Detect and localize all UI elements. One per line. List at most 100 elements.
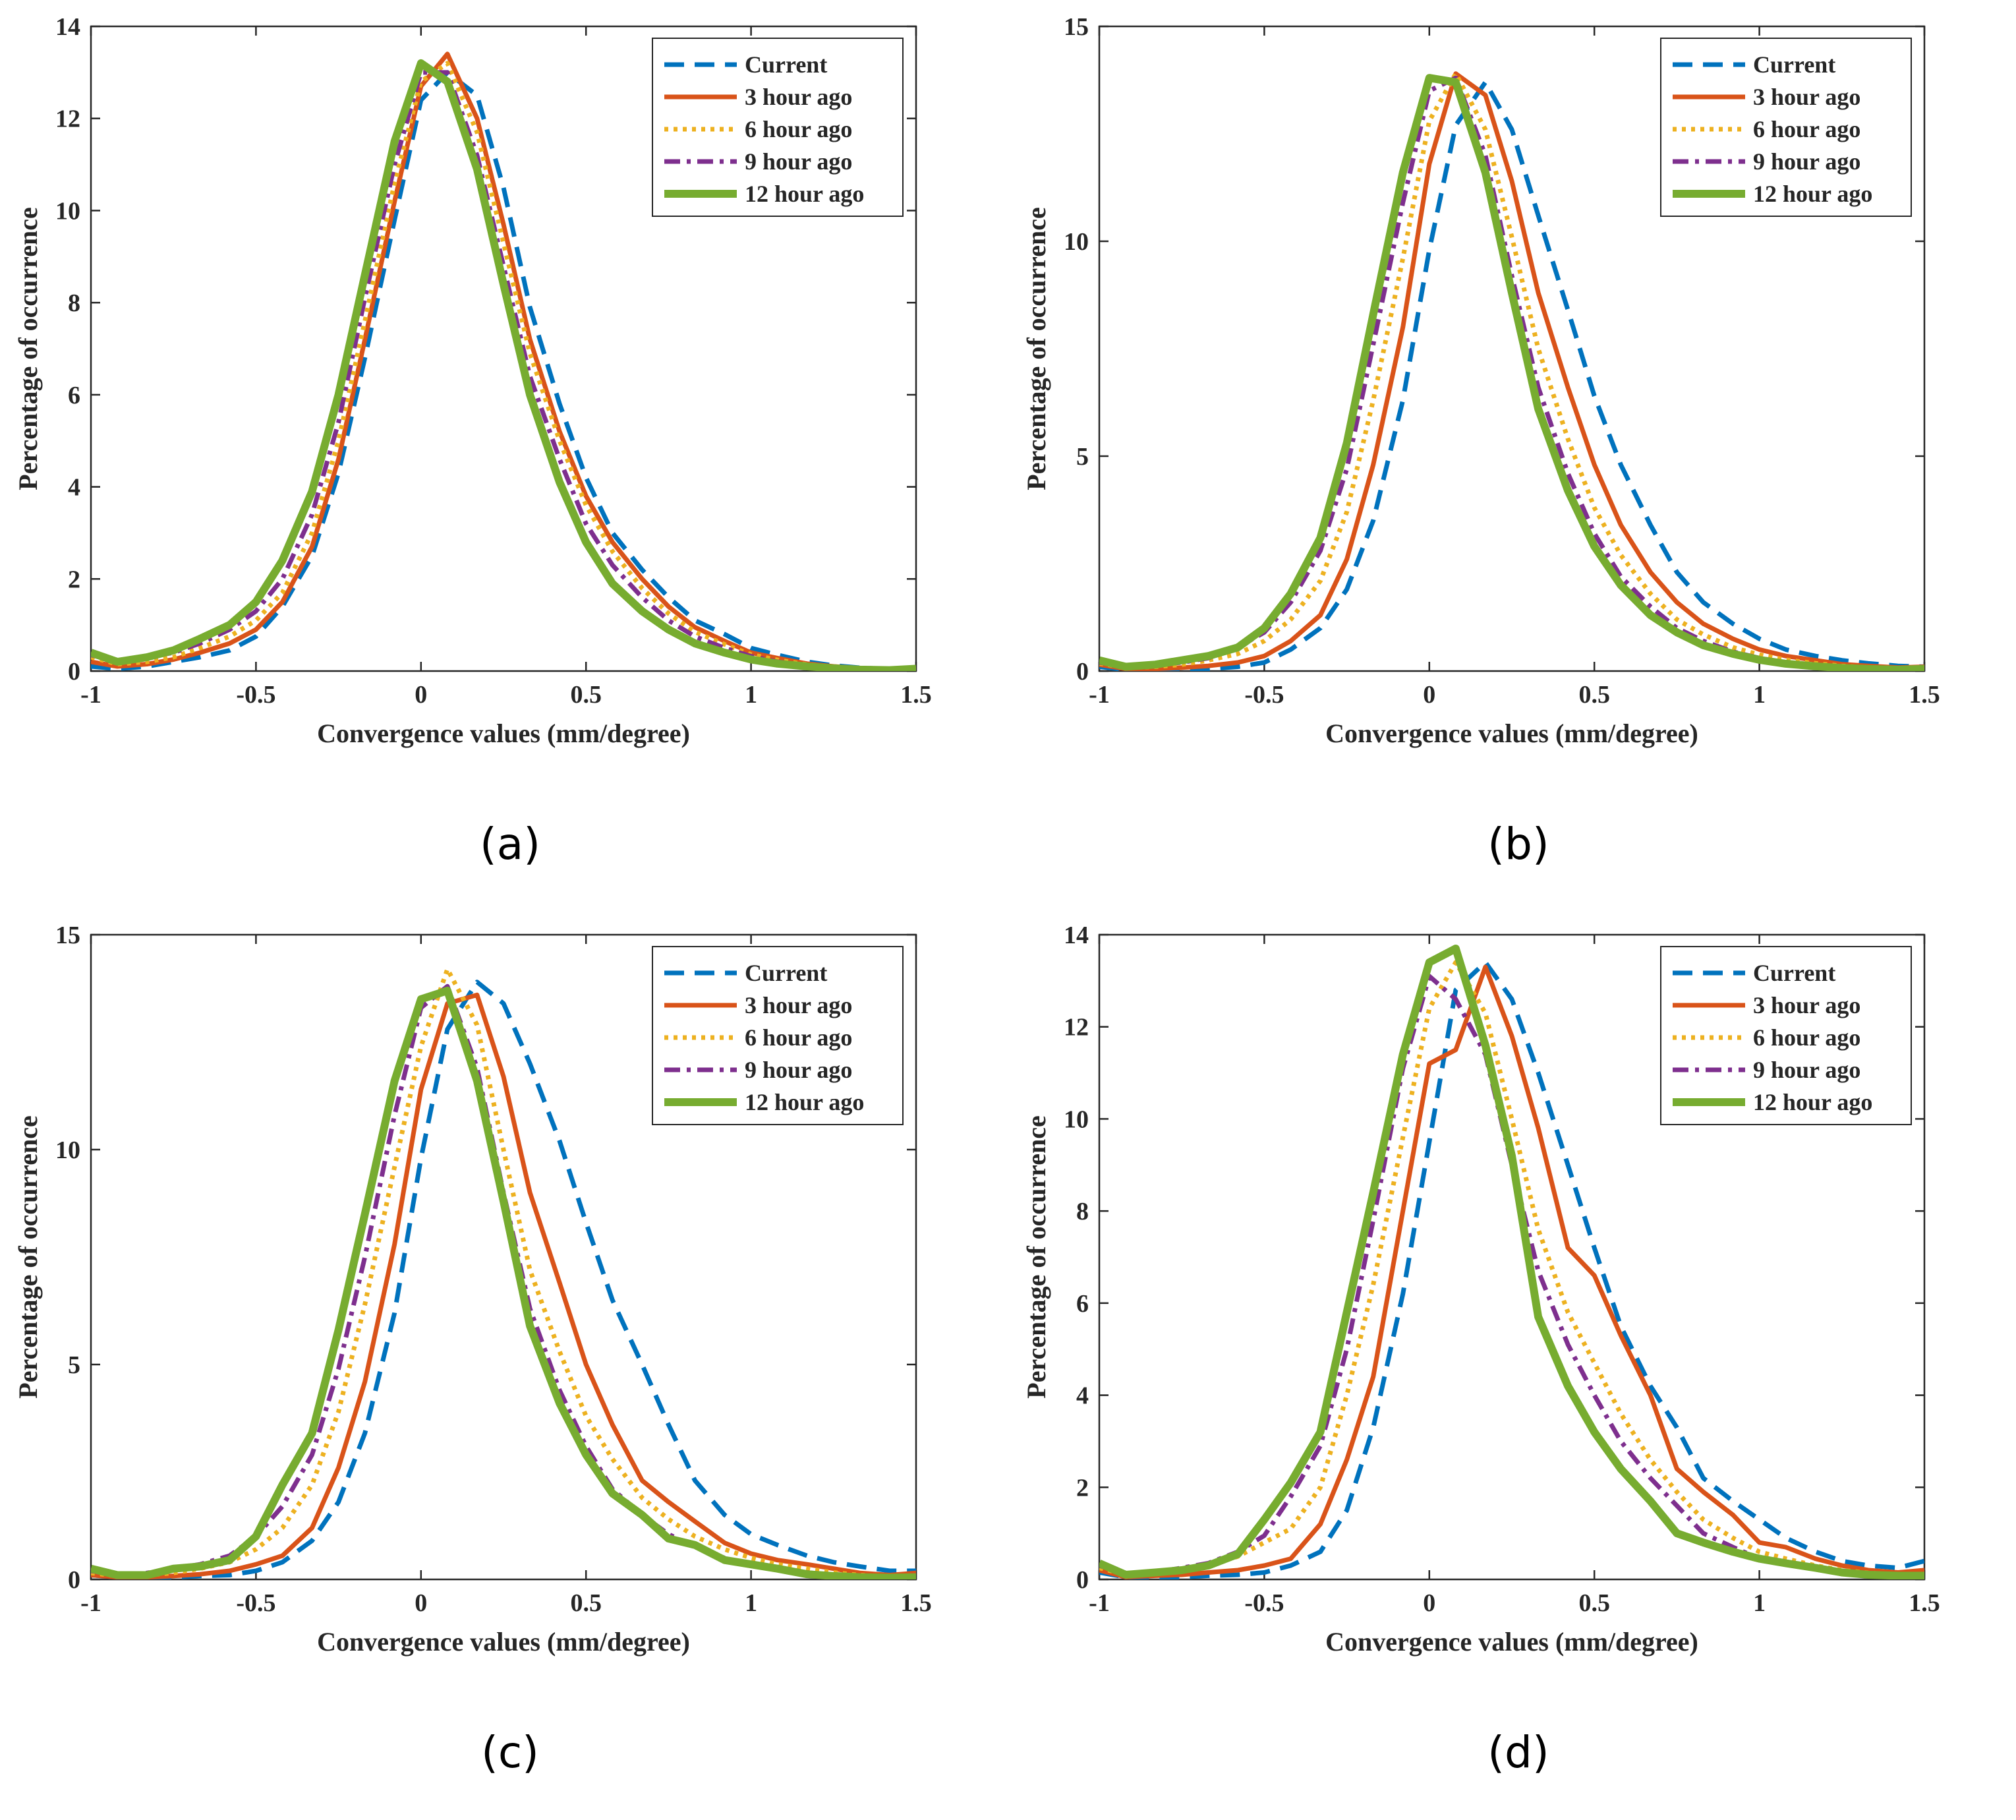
series-line-12-hour-ago (1099, 74, 1924, 671)
x-tick-label: 1 (745, 681, 757, 709)
series-line-3-hour-ago (91, 992, 916, 1579)
legend-label: 6 hour ago (1753, 1024, 1860, 1051)
panel-caption: (c) (481, 1727, 539, 1778)
legend-label: 12 hour ago (1753, 1089, 1872, 1115)
legend-label: Current (1753, 960, 1835, 986)
y-tick-label: 12 (55, 105, 80, 133)
series-group-a (91, 51, 916, 671)
x-tick-label: -0.5 (1244, 1589, 1284, 1617)
x-axis-label: Convergence values (mm/degree) (317, 719, 690, 748)
x-tick-label: -0.5 (1244, 681, 1284, 709)
y-tick-label: 2 (1076, 1474, 1089, 1502)
series-line-3-hour-ago (1099, 964, 1924, 1579)
legend-label: Current (745, 51, 827, 78)
x-tick-label: -0.5 (236, 681, 275, 709)
series-line-12-hour-ago (1099, 945, 1924, 1579)
series-line-12-hour-ago (91, 986, 916, 1579)
y-tick-label: 10 (55, 1136, 80, 1164)
y-tick-label: 8 (68, 289, 80, 317)
legend-label: 6 hour ago (745, 1024, 852, 1051)
y-tick-label: 0 (1076, 1566, 1089, 1594)
chart-panel-b: -1 -0.5 0 0.5 1 1.5 0 5 10 15 Convergence values (… (1008, 0, 2016, 908)
x-tick-label: 1.5 (900, 681, 932, 709)
legend-label: 6 hour ago (745, 116, 852, 142)
x-tick-label: 1 (1753, 681, 1766, 709)
x-tick-label: 0.5 (570, 681, 602, 709)
x-tick-label: 0 (1423, 1589, 1435, 1617)
x-tick-label: -1 (80, 681, 101, 709)
x-tick-label: 0 (1423, 681, 1435, 709)
series-line-current (1099, 960, 1924, 1579)
y-tick-label: 6 (1076, 1290, 1089, 1318)
y-axis-label: Percentage of occurrence (1022, 207, 1051, 490)
y-tick-label: 10 (1064, 228, 1089, 256)
chart-d-svg: -1 -0.5 0 0.5 1 1.5 0 2 4 6 8 10 12 14 Convergence val… (1022, 922, 1940, 1778)
legend-label: 9 hour ago (745, 148, 852, 175)
y-tick-label: 15 (1064, 13, 1089, 41)
y-tick-label: 5 (68, 1351, 80, 1379)
legend-label: Current (745, 960, 827, 986)
y-tick-label: 4 (68, 474, 80, 502)
legend-label: 9 hour ago (1753, 148, 1860, 175)
chart-panel-c: -1 -0.5 0 0.5 1 1.5 0 5 10 15 Convergence values (… (0, 908, 1008, 1817)
y-tick-label: 14 (1064, 922, 1089, 949)
series-line-6-hour-ago (1099, 71, 1924, 671)
series-group-c (91, 966, 916, 1579)
x-axis-label: Convergence values (mm/degree) (1325, 719, 1698, 748)
chart-b-svg: -1 -0.5 0 0.5 1 1.5 0 5 10 15 Convergence values (… (1022, 13, 1940, 869)
y-tick-label: 12 (1064, 1014, 1089, 1042)
x-tick-label: 1 (1753, 1589, 1766, 1617)
legend-label: 3 hour ago (745, 84, 852, 110)
legend-label: 3 hour ago (1753, 84, 1860, 110)
legend-label: 12 hour ago (1753, 181, 1872, 207)
x-tick-label: -1 (1089, 1589, 1110, 1617)
x-tick-label: 1.5 (1909, 681, 1940, 709)
y-tick-label: 10 (1064, 1105, 1089, 1133)
chart-c-svg: -1 -0.5 0 0.5 1 1.5 0 5 10 15 Convergence values (… (13, 922, 932, 1778)
x-tick-label: 0.5 (1578, 1589, 1610, 1617)
y-tick-label: 15 (55, 922, 80, 949)
series-line-12-hour-ago (91, 59, 916, 671)
legend-label: 12 hour ago (745, 1089, 864, 1115)
panel-caption: (b) (1487, 819, 1549, 869)
chart-panel-a: -1 -0.5 0 0.5 1 1.5 0 2 4 6 8 10 12 14 Convergence val… (0, 0, 1008, 908)
y-tick-label: 8 (1076, 1198, 1089, 1225)
legend-label: 9 hour ago (745, 1057, 852, 1083)
legend-label: 12 hour ago (745, 181, 864, 207)
legend-label: 3 hour ago (1753, 992, 1860, 1018)
chart-a-svg: -1 -0.5 0 0.5 1 1.5 0 2 4 6 8 10 12 14 Convergence val… (13, 13, 932, 869)
x-tick-label: 0 (415, 1589, 427, 1617)
y-tick-label: 4 (1076, 1382, 1089, 1410)
panel-caption: (a) (480, 819, 540, 869)
y-tick-label: 6 (68, 382, 80, 409)
y-tick-label: 0 (68, 1566, 80, 1594)
y-axis-label: Percentage of occurrence (13, 1115, 43, 1398)
y-tick-label: 0 (68, 658, 80, 686)
x-tick-label: 0.5 (1578, 681, 1610, 709)
series-line-current (1099, 80, 1924, 671)
y-tick-label: 2 (68, 566, 80, 593)
y-axis-label: Percentage of occurrence (13, 207, 43, 490)
y-axis-label: Percentage of occurrence (1022, 1115, 1051, 1398)
series-line-current (91, 70, 916, 671)
panel-caption: (d) (1487, 1727, 1549, 1778)
legend-label: Current (1753, 51, 1835, 78)
x-axis-label: Convergence values (mm/degree) (1325, 1627, 1698, 1657)
x-tick-label: 1.5 (1909, 1589, 1940, 1617)
x-axis-label: Convergence values (mm/degree) (317, 1627, 690, 1657)
series-line-current (91, 980, 916, 1579)
x-tick-label: 0.5 (570, 1589, 602, 1617)
series-group-d (1099, 945, 1924, 1579)
x-tick-label: 1.5 (900, 1589, 932, 1617)
x-tick-label: -1 (1089, 681, 1110, 709)
y-tick-label: 5 (1076, 443, 1089, 471)
x-tick-label: -1 (80, 1589, 101, 1617)
legend-label: 6 hour ago (1753, 116, 1860, 142)
x-tick-label: 1 (745, 1589, 757, 1617)
y-tick-label: 14 (55, 13, 80, 41)
y-tick-label: 0 (1076, 658, 1089, 686)
chart-panel-d: -1 -0.5 0 0.5 1 1.5 0 2 4 6 8 10 12 14 Convergence val… (1008, 908, 2016, 1817)
y-tick-label: 10 (55, 197, 80, 225)
x-tick-label: -0.5 (236, 1589, 275, 1617)
legend-label: 9 hour ago (1753, 1057, 1860, 1083)
